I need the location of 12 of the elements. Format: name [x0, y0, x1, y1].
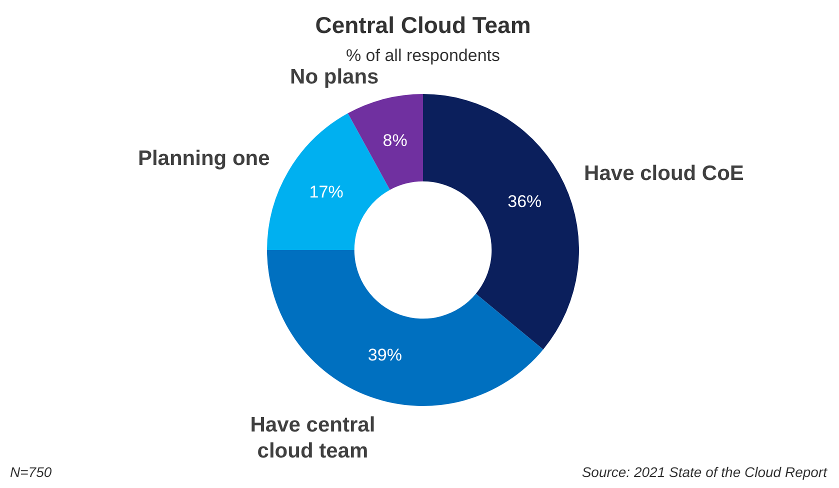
data-label: 17% — [309, 182, 344, 202]
chart-subtitle: % of all respondents — [344, 46, 502, 66]
slice-label: Have central cloud team — [250, 413, 376, 462]
slice-label: Have cloud CoE — [584, 162, 744, 186]
data-label: 36% — [508, 192, 542, 211]
data-label: 39% — [368, 345, 402, 364]
text: N=750 — [10, 464, 52, 480]
data-label: 8% — [382, 130, 408, 150]
slice-label: Planning one — [138, 147, 270, 170]
chart-title: Central Cloud Team — [314, 12, 532, 39]
slice-label: No plans — [290, 65, 379, 88]
source-note: Source: 2021 State of the Cloud Report — [582, 464, 827, 480]
